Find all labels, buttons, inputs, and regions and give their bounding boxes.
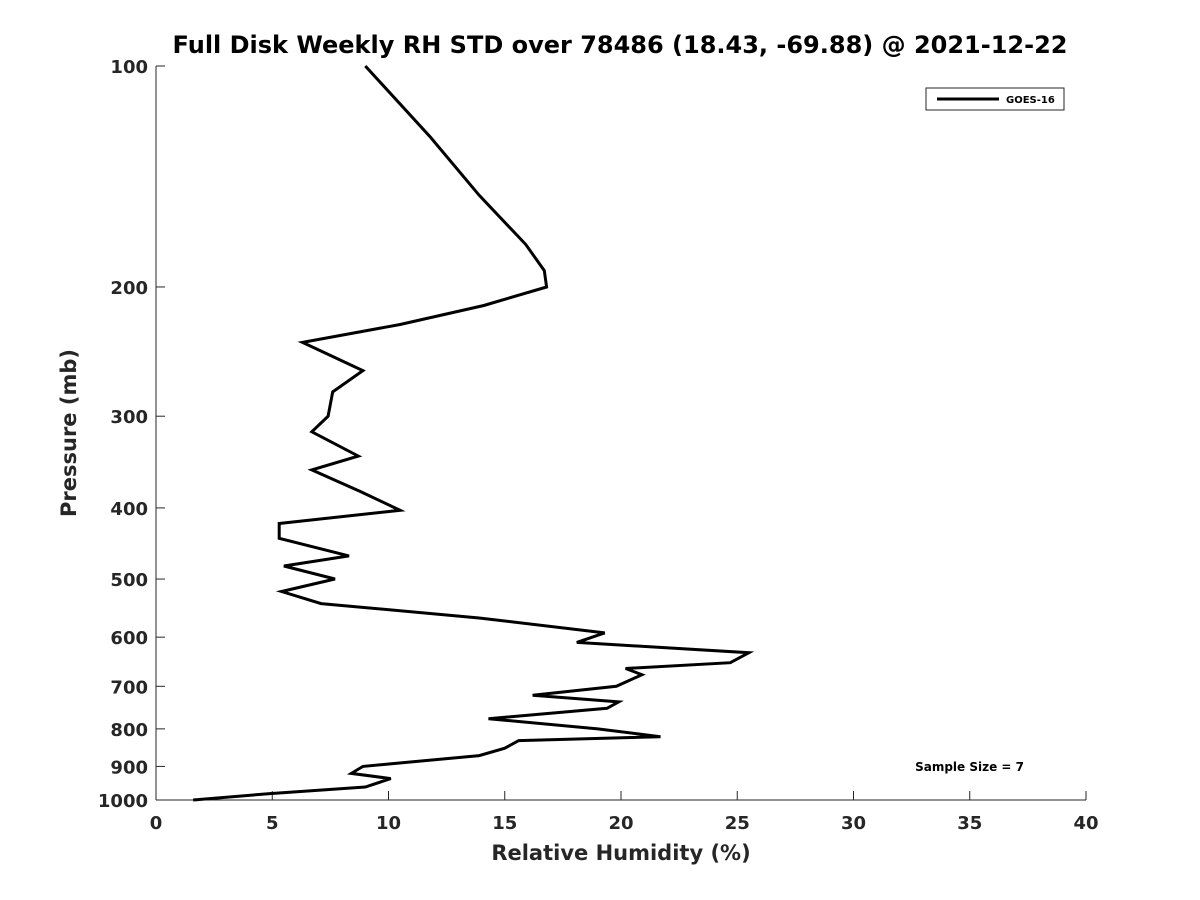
series-line-goes-16 (193, 64, 755, 802)
y-tick-label: 300 (110, 407, 148, 428)
y-tick-label: 800 (110, 720, 148, 741)
x-tick-label: 40 (1073, 813, 1098, 834)
x-tick-label: 0 (150, 813, 163, 834)
x-tick-label: 5 (266, 813, 279, 834)
sample-size-annotation: Sample Size = 7 (915, 760, 1024, 774)
series-layer (193, 64, 755, 802)
y-tick-label: 700 (110, 677, 148, 698)
x-tick-label: 25 (725, 813, 750, 834)
chart-title: Full Disk Weekly RH STD over 78486 (18.4… (173, 31, 1068, 59)
x-axis-label: Relative Humidity (%) (491, 841, 750, 865)
y-tick-label: 100 (110, 57, 148, 78)
y-tick-label: 1000 (98, 791, 148, 812)
x-tick-label: 35 (957, 813, 982, 834)
y-axis-label: Pressure (mb) (57, 349, 81, 517)
legend: GOES-16 (925, 87, 1065, 111)
x-tick-label: 15 (492, 813, 517, 834)
y-tick-label: 900 (110, 757, 148, 778)
x-tick-label: 20 (608, 813, 633, 834)
y-tick-label: 500 (110, 570, 148, 591)
ticks: 0 5 10 15 20 25 30 35 40 100 200 300 400 500 600 700 800… (98, 57, 1099, 834)
y-tick-label: 200 (110, 278, 148, 299)
x-tick-label: 30 (841, 813, 866, 834)
y-tick-label: 600 (110, 628, 148, 649)
legend-entry-label: GOES-16 (1006, 95, 1055, 106)
x-tick-label: 10 (376, 813, 401, 834)
y-tick-label: 400 (110, 499, 148, 520)
axes (155, 66, 1086, 801)
